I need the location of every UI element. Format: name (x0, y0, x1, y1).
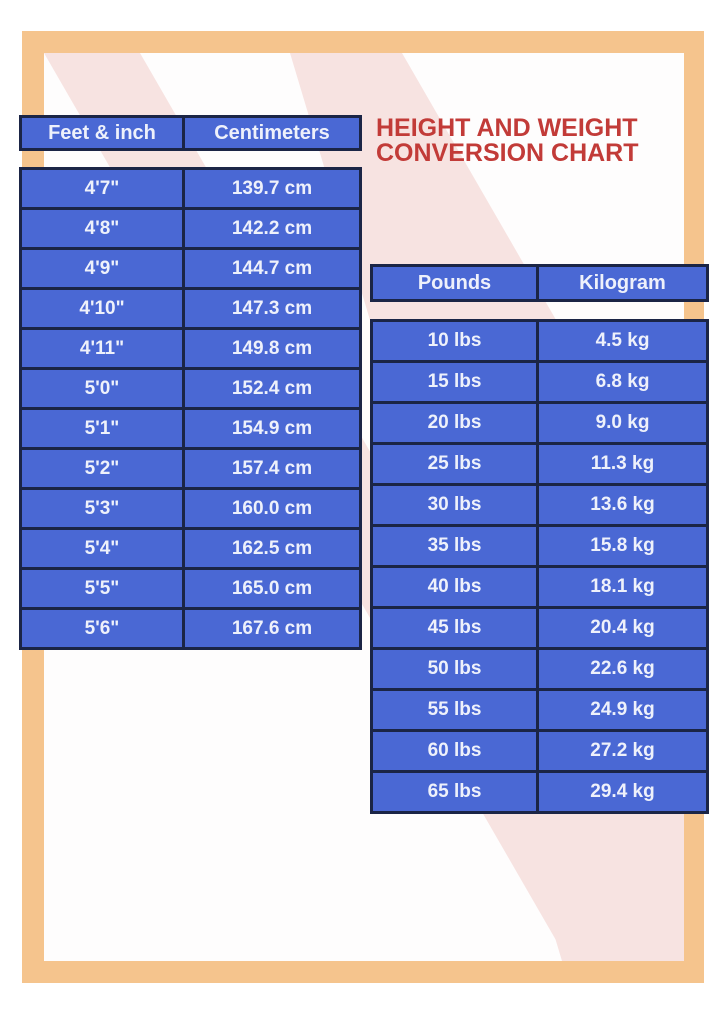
table-cell: 9.0 kg (536, 401, 709, 445)
table-row: 5'4" 162.5 cm (19, 527, 362, 570)
height-table-header: Feet & inch Centimeters (19, 115, 362, 151)
table-cell: 25 lbs (370, 442, 539, 486)
weight-table-header-pounds: Pounds (370, 264, 539, 302)
height-table-header-cm: Centimeters (182, 115, 362, 151)
table-row: 30 lbs 13.6 kg (370, 483, 709, 527)
table-row: 4'11" 149.8 cm (19, 327, 362, 370)
table-cell: 167.6 cm (182, 607, 362, 650)
table-row: 10 lbs 4.5 kg (370, 319, 709, 363)
table-row: 50 lbs 22.6 kg (370, 647, 709, 691)
table-cell: 147.3 cm (182, 287, 362, 330)
table-row: 55 lbs 24.9 kg (370, 688, 709, 732)
table-cell: 162.5 cm (182, 527, 362, 570)
page-title-line2: CONVERSION CHART (376, 139, 639, 167)
table-cell: 20 lbs (370, 401, 539, 445)
table-row: 4'9" 144.7 cm (19, 247, 362, 290)
table-cell: 4.5 kg (536, 319, 709, 363)
table-row: 5'3" 160.0 cm (19, 487, 362, 530)
table-cell: 15 lbs (370, 360, 539, 404)
table-cell: 10 lbs (370, 319, 539, 363)
table-row: 40 lbs 18.1 kg (370, 565, 709, 609)
table-cell: 5'1" (19, 407, 185, 450)
table-row: 4'10" 147.3 cm (19, 287, 362, 330)
table-cell: 35 lbs (370, 524, 539, 568)
table-cell: 160.0 cm (182, 487, 362, 530)
page-title-line1: HEIGHT AND WEIGHT (376, 114, 638, 142)
weight-table-body: 10 lbs 4.5 kg 15 lbs 6.8 kg 20 lbs 9.0 k… (370, 319, 709, 814)
table-cell: 4'7" (19, 167, 185, 210)
table-cell: 4'10" (19, 287, 185, 330)
table-cell: 5'4" (19, 527, 185, 570)
table-row: 5'1" 154.9 cm (19, 407, 362, 450)
table-row: 5'2" 157.4 cm (19, 447, 362, 490)
table-cell: 4'9" (19, 247, 185, 290)
table-cell: 5'3" (19, 487, 185, 530)
table-row: 25 lbs 11.3 kg (370, 442, 709, 486)
table-row: 65 lbs 29.4 kg (370, 770, 709, 814)
table-cell: 139.7 cm (182, 167, 362, 210)
table-row: 5'5" 165.0 cm (19, 567, 362, 610)
table-cell: 24.9 kg (536, 688, 709, 732)
table-row: 60 lbs 27.2 kg (370, 729, 709, 773)
table-row: 5'6" 167.6 cm (19, 607, 362, 650)
weight-table-header-kilogram: Kilogram (536, 264, 709, 302)
table-cell: 15.8 kg (536, 524, 709, 568)
table-cell: 4'11" (19, 327, 185, 370)
table-cell: 152.4 cm (182, 367, 362, 410)
table-cell: 29.4 kg (536, 770, 709, 814)
table-row: 45 lbs 20.4 kg (370, 606, 709, 650)
page-title: HEIGHT AND WEIGHT CONVERSION CHART (376, 116, 676, 166)
table-cell: 18.1 kg (536, 565, 709, 609)
table-cell: 5'6" (19, 607, 185, 650)
table-cell: 157.4 cm (182, 447, 362, 490)
table-row: 5'0" 152.4 cm (19, 367, 362, 410)
table-row: 4'8" 142.2 cm (19, 207, 362, 250)
table-cell: 4'8" (19, 207, 185, 250)
table-cell: 60 lbs (370, 729, 539, 773)
table-cell: 6.8 kg (536, 360, 709, 404)
height-table-body: 4'7" 139.7 cm 4'8" 142.2 cm 4'9" 144.7 c… (19, 167, 362, 650)
table-cell: 5'5" (19, 567, 185, 610)
table-cell: 30 lbs (370, 483, 539, 527)
table-cell: 149.8 cm (182, 327, 362, 370)
table-cell: 22.6 kg (536, 647, 709, 691)
height-table-header-feet: Feet & inch (19, 115, 185, 151)
table-cell: 50 lbs (370, 647, 539, 691)
table-row: Pounds Kilogram (370, 264, 709, 302)
table-cell: 165.0 cm (182, 567, 362, 610)
table-cell: 5'0" (19, 367, 185, 410)
table-cell: 142.2 cm (182, 207, 362, 250)
table-cell: 45 lbs (370, 606, 539, 650)
table-cell: 154.9 cm (182, 407, 362, 450)
table-cell: 20.4 kg (536, 606, 709, 650)
table-cell: 144.7 cm (182, 247, 362, 290)
table-cell: 27.2 kg (536, 729, 709, 773)
table-cell: 40 lbs (370, 565, 539, 609)
table-row: 4'7" 139.7 cm (19, 167, 362, 210)
table-row: 15 lbs 6.8 kg (370, 360, 709, 404)
table-cell: 13.6 kg (536, 483, 709, 527)
table-cell: 5'2" (19, 447, 185, 490)
table-cell: 55 lbs (370, 688, 539, 732)
table-cell: 11.3 kg (536, 442, 709, 486)
table-cell: 65 lbs (370, 770, 539, 814)
weight-table-header: Pounds Kilogram (370, 264, 709, 302)
table-row: 35 lbs 15.8 kg (370, 524, 709, 568)
table-row: 20 lbs 9.0 kg (370, 401, 709, 445)
table-row: Feet & inch Centimeters (19, 115, 362, 151)
